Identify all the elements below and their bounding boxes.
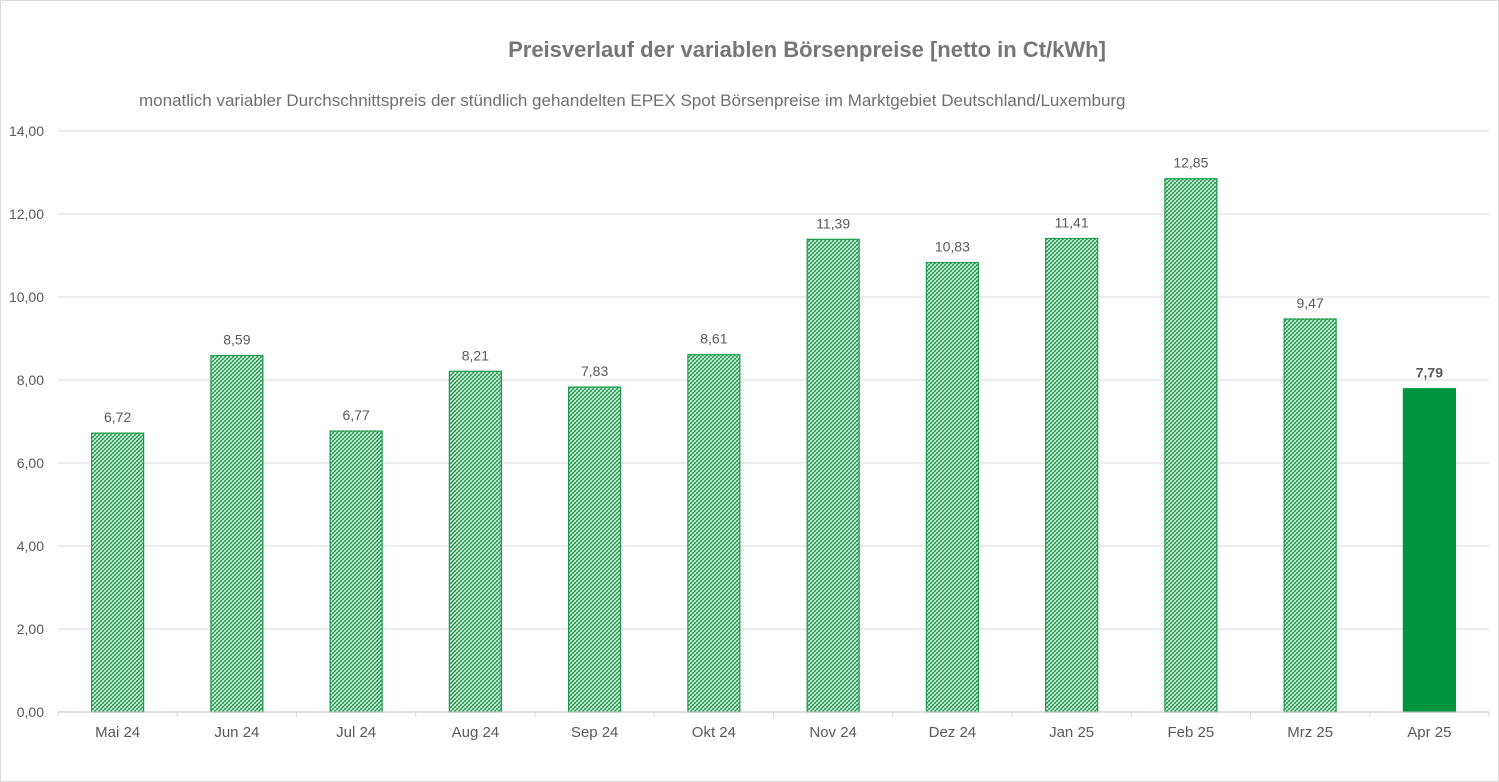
bar-sep-24 bbox=[568, 386, 622, 713]
x-tick-label: Nov 24 bbox=[809, 724, 857, 741]
x-tick-label: Jun 24 bbox=[214, 724, 259, 741]
x-tick-label: Mrz 25 bbox=[1287, 724, 1333, 741]
y-tick-label: 6,00 bbox=[17, 455, 44, 471]
data-label: 6,72 bbox=[104, 409, 131, 425]
y-tick-label: 12,00 bbox=[9, 206, 44, 222]
bar-jan-25 bbox=[1045, 237, 1099, 713]
bar-apr-25 bbox=[1402, 388, 1456, 713]
bar-mrz-25 bbox=[1283, 318, 1337, 713]
x-tick-label: Aug 24 bbox=[452, 724, 500, 741]
y-tick-label: 0,00 bbox=[17, 704, 44, 720]
y-tick-label: 4,00 bbox=[17, 538, 44, 554]
y-tick-label: 10,00 bbox=[9, 289, 44, 305]
x-tick-label: Apr 25 bbox=[1407, 724, 1451, 741]
y-tick-label: 8,00 bbox=[17, 372, 44, 388]
chart-title: Preisverlauf der variablen Börsenpreise … bbox=[508, 37, 1106, 62]
chart-subtitle: monatlich variabler Durchschnittspreis d… bbox=[139, 91, 1126, 110]
data-label: 11,41 bbox=[1055, 214, 1089, 230]
y-tick-label: 14,00 bbox=[9, 123, 44, 139]
data-label: 8,61 bbox=[700, 331, 727, 347]
data-label: 11,39 bbox=[816, 215, 850, 231]
bar-jul-24 bbox=[329, 430, 383, 713]
data-label: 8,21 bbox=[462, 347, 489, 363]
bar-nov-24 bbox=[806, 238, 860, 713]
x-tick-label: Jan 25 bbox=[1049, 724, 1094, 741]
x-tick-label: Feb 25 bbox=[1168, 724, 1215, 741]
data-label: 12,85 bbox=[1173, 155, 1208, 171]
bar-mai-24 bbox=[91, 432, 145, 713]
data-label: 8,59 bbox=[223, 332, 250, 348]
bar-aug-24 bbox=[448, 370, 502, 713]
x-tick-label: Sep 24 bbox=[571, 724, 619, 741]
y-tick-label: 2,00 bbox=[17, 621, 44, 637]
data-label: 10,83 bbox=[935, 239, 970, 255]
x-tick-label: Jul 24 bbox=[336, 724, 376, 741]
data-label: 7,79 bbox=[1416, 365, 1443, 381]
bar-jun-24 bbox=[210, 354, 264, 713]
bar-okt-24 bbox=[687, 354, 741, 713]
x-tick-label: Okt 24 bbox=[692, 724, 736, 741]
data-label: 9,47 bbox=[1297, 295, 1324, 311]
data-label: 6,77 bbox=[343, 407, 370, 423]
data-label: 7,83 bbox=[581, 363, 608, 379]
x-tick-label: Mai 24 bbox=[95, 724, 140, 741]
x-tick-label: Dez 24 bbox=[929, 724, 977, 741]
bar-dez-24 bbox=[925, 261, 979, 713]
bar-feb-25 bbox=[1164, 178, 1218, 713]
